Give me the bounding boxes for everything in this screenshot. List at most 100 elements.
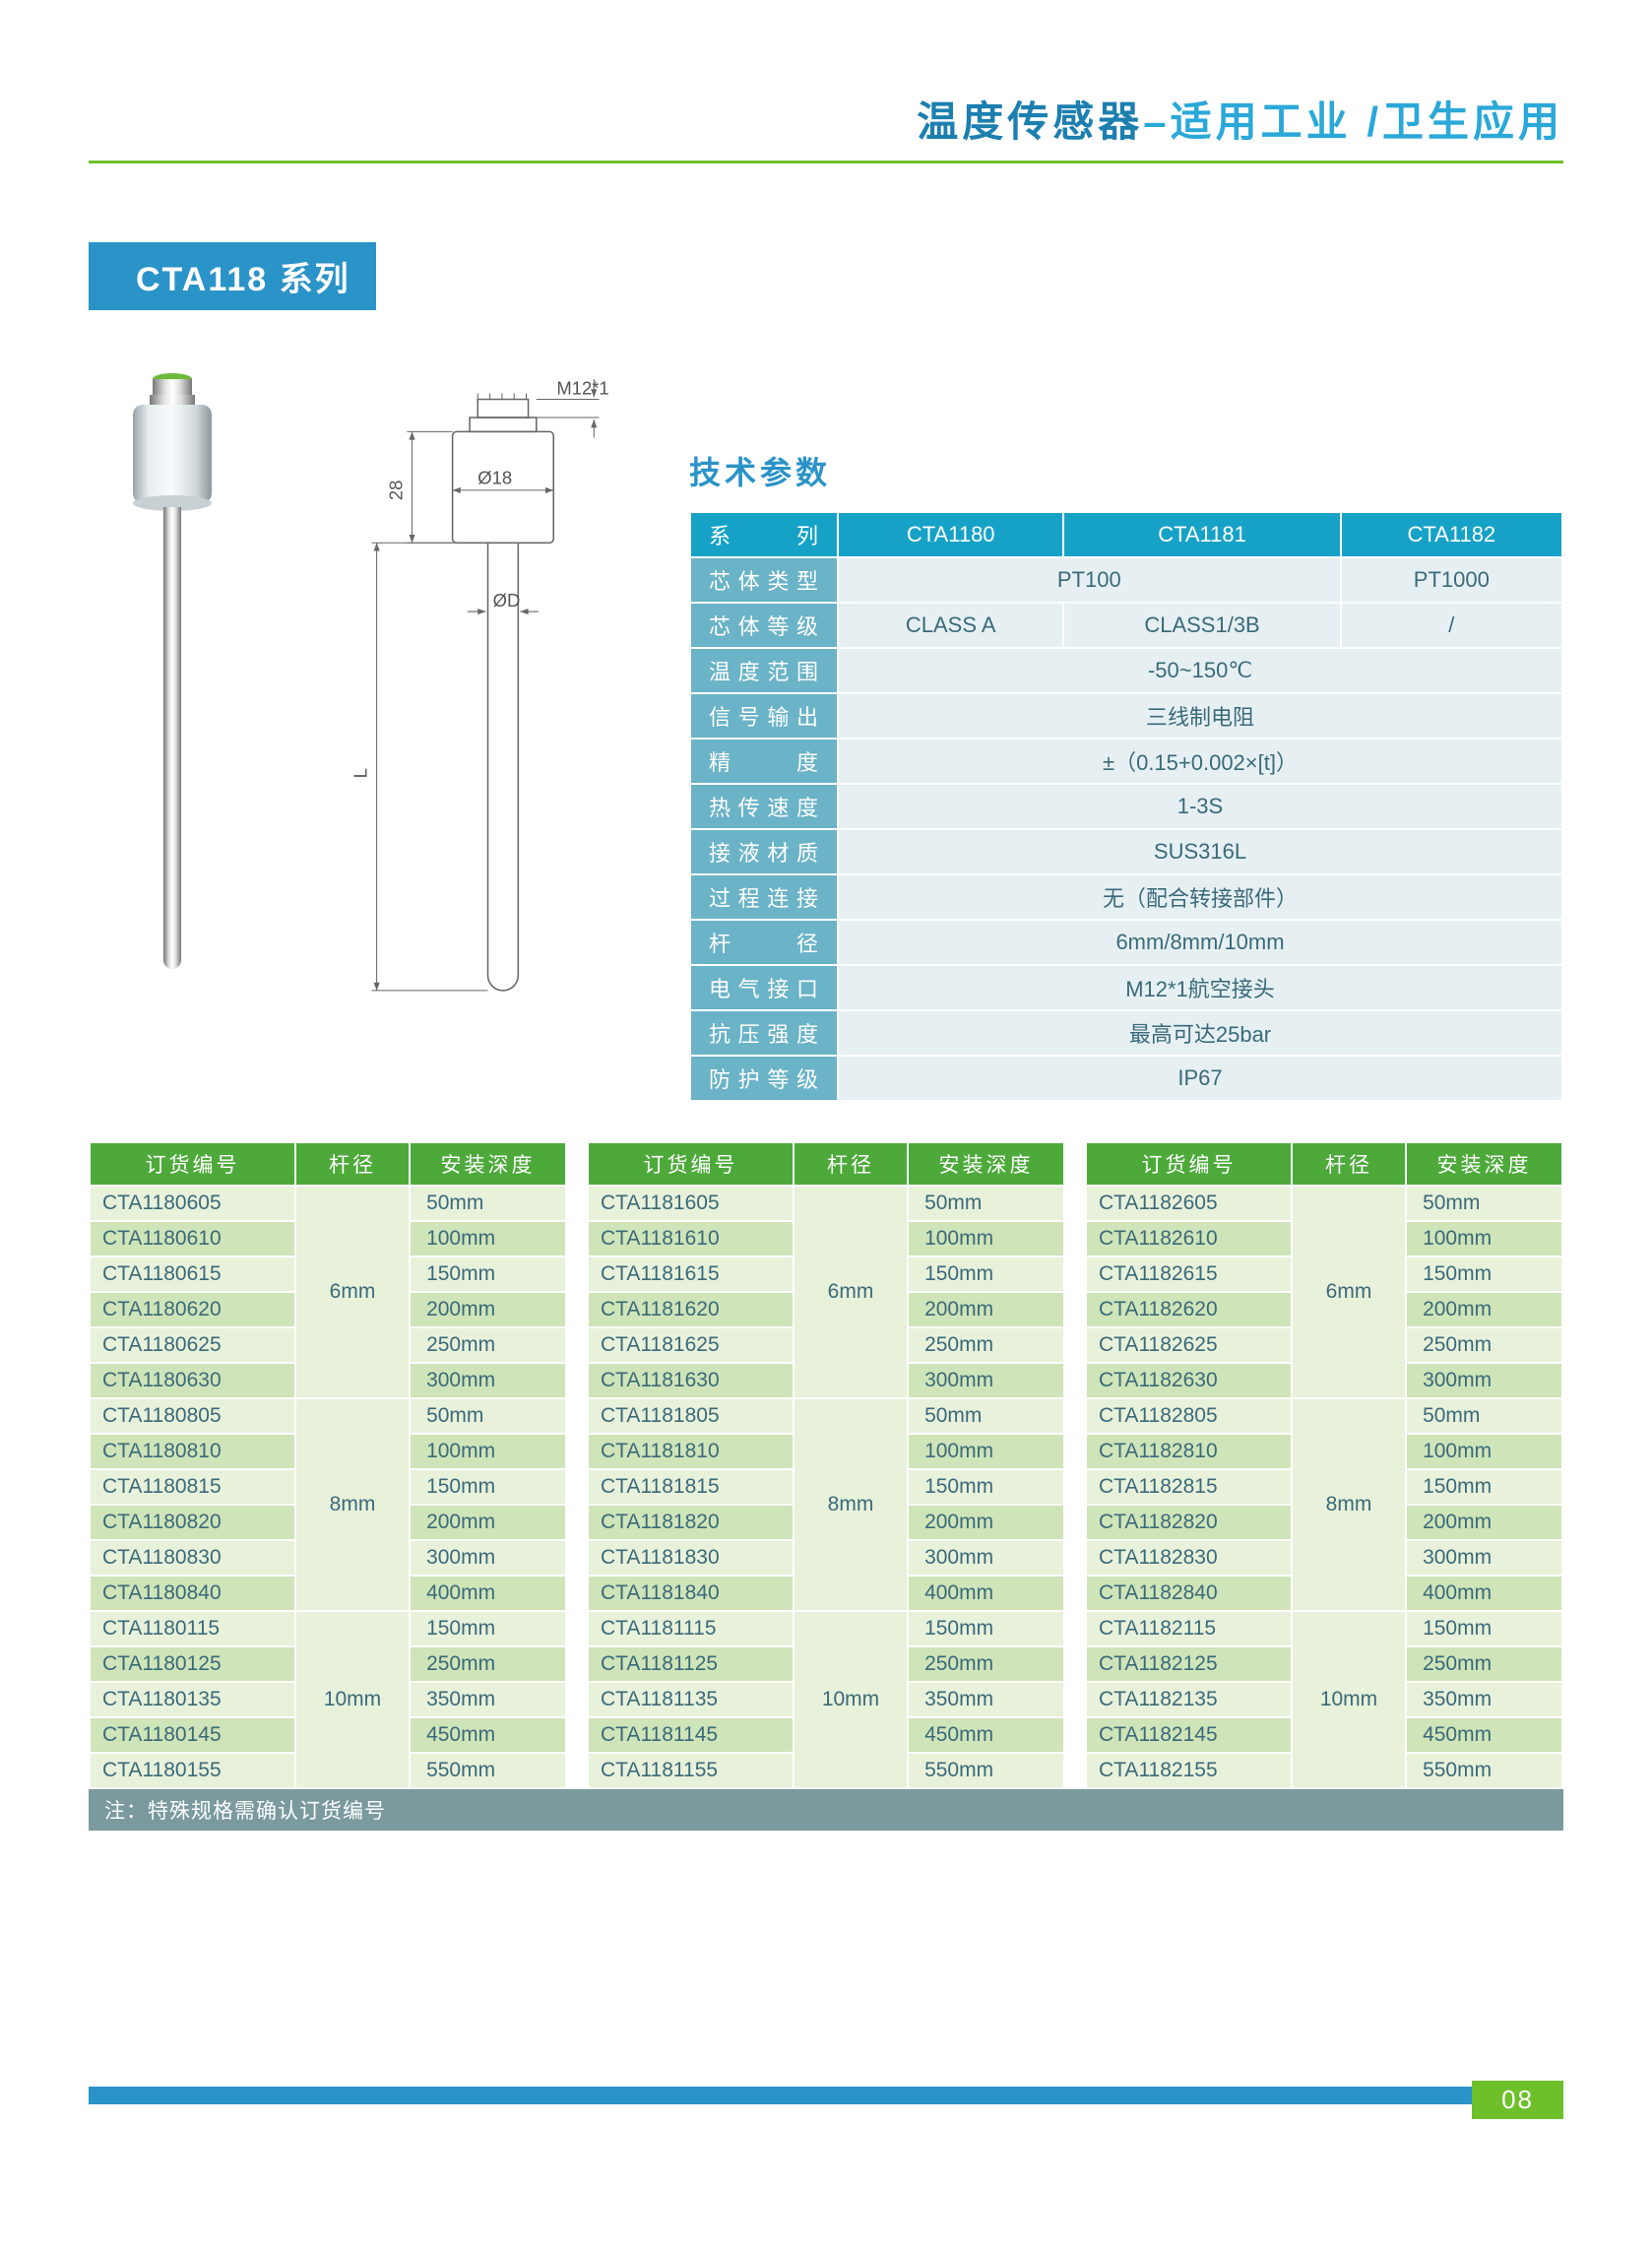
order-depth: 50mm — [908, 1398, 1064, 1434]
order-depth: 400mm — [410, 1576, 566, 1611]
spec-value: 1-3S — [838, 784, 1562, 829]
spec-value: / — [1341, 603, 1562, 648]
order-diameter: 8mm — [295, 1398, 410, 1611]
order-depth: 50mm — [410, 1186, 566, 1221]
spec-row-label: 接液材质 — [690, 829, 838, 874]
order-col-header: 订货编号 — [1086, 1142, 1292, 1186]
order-depth: 300mm — [410, 1363, 566, 1398]
dim-28: 28 — [385, 481, 406, 501]
order-depth: 50mm — [1406, 1186, 1562, 1221]
order-code: CTA1182605 — [1086, 1186, 1292, 1221]
spec-row-label: 杆 径 — [690, 920, 838, 965]
footer-bar — [89, 2087, 1563, 2104]
order-depth: 150mm — [410, 1469, 566, 1505]
order-col-header: 杆径 — [794, 1142, 908, 1186]
mid-section: M12*1 28 Ø18 — [89, 340, 1563, 1102]
order-code: CTA1180810 — [90, 1434, 295, 1469]
order-depth: 300mm — [1406, 1540, 1562, 1576]
spec-head-label: 系 列 — [690, 512, 838, 557]
spec-value: 三线制电阻 — [838, 693, 1562, 739]
header-strong: 温度传感器 — [917, 98, 1143, 145]
order-depth: 100mm — [1406, 1221, 1562, 1256]
order-code: CTA1182620 — [1086, 1292, 1292, 1327]
order-code: CTA1181610 — [588, 1221, 794, 1256]
order-depth: 150mm — [410, 1611, 566, 1646]
spec-row-label: 精 度 — [690, 739, 838, 784]
spec-value: IP67 — [838, 1056, 1562, 1101]
order-code: CTA1181805 — [588, 1398, 794, 1434]
order-depth: 400mm — [1406, 1576, 1562, 1611]
dim-m12: M12*1 — [556, 379, 608, 398]
order-code: CTA1182630 — [1086, 1363, 1292, 1398]
order-code: CTA1180145 — [90, 1717, 295, 1753]
order-diameter: 10mm — [794, 1611, 908, 1788]
order-code: CTA1180605 — [90, 1186, 295, 1221]
order-code: CTA1182810 — [1086, 1434, 1292, 1469]
order-depth: 250mm — [908, 1327, 1064, 1363]
order-depth: 150mm — [1406, 1611, 1562, 1646]
spec-value: CLASS A — [838, 603, 1063, 648]
order-depth: 350mm — [908, 1682, 1064, 1717]
order-depth: 200mm — [1406, 1292, 1562, 1327]
order-depth: 550mm — [1406, 1753, 1562, 1788]
spec-row-label: 信号输出 — [690, 693, 838, 739]
order-diameter: 8mm — [794, 1398, 908, 1611]
order-code: CTA1182615 — [1086, 1256, 1292, 1292]
order-depth: 50mm — [410, 1398, 566, 1434]
order-code: CTA1180135 — [90, 1682, 295, 1717]
order-code: CTA1182625 — [1086, 1327, 1292, 1363]
order-code: CTA1180155 — [90, 1753, 295, 1788]
order-code: CTA1181115 — [588, 1611, 794, 1646]
order-code: CTA1180630 — [90, 1363, 295, 1398]
spec-head-col: CTA1182 — [1341, 512, 1562, 557]
order-code: CTA1182115 — [1086, 1611, 1292, 1646]
spec-value: -50~150℃ — [838, 648, 1562, 693]
order-code: CTA1180840 — [90, 1576, 295, 1611]
order-depth: 150mm — [908, 1256, 1064, 1292]
spec-row-label: 电气接口 — [690, 965, 838, 1010]
order-diameter: 6mm — [1292, 1186, 1406, 1398]
order-code: CTA1181605 — [588, 1186, 794, 1221]
order-diameter: 6mm — [794, 1186, 908, 1398]
dim-d18: Ø18 — [477, 468, 512, 488]
order-depth: 200mm — [908, 1292, 1064, 1327]
order-depth: 100mm — [410, 1221, 566, 1256]
dimension-diagram: M12*1 28 Ø18 — [276, 350, 660, 1010]
order-code: CTA1181620 — [588, 1292, 794, 1327]
order-depth: 150mm — [908, 1469, 1064, 1505]
order-depth: 250mm — [410, 1646, 566, 1682]
header-light: –适用工业 /卫生应用 — [1143, 98, 1563, 145]
spec-value: PT1000 — [1341, 557, 1562, 603]
order-col-header: 安装深度 — [410, 1142, 566, 1186]
order-code: CTA1181625 — [588, 1327, 794, 1363]
order-depth: 350mm — [410, 1682, 566, 1717]
footer: 08 — [89, 2087, 1563, 2126]
order-depth: 250mm — [908, 1646, 1064, 1682]
spec-row-label: 防护等级 — [690, 1056, 838, 1101]
order-depth: 50mm — [1406, 1398, 1562, 1434]
order-depth: 200mm — [908, 1505, 1064, 1540]
spec-value: PT100 — [838, 557, 1341, 603]
order-code: CTA1182155 — [1086, 1753, 1292, 1788]
order-col-header: 订货编号 — [90, 1142, 295, 1186]
order-depth: 450mm — [908, 1717, 1064, 1753]
order-depth: 450mm — [410, 1717, 566, 1753]
order-code: CTA1182820 — [1086, 1505, 1292, 1540]
order-depth: 200mm — [410, 1292, 566, 1327]
order-code: CTA1181125 — [588, 1646, 794, 1682]
order-depth: 250mm — [410, 1327, 566, 1363]
order-diameter: 6mm — [295, 1186, 410, 1398]
order-code: CTA1181810 — [588, 1434, 794, 1469]
spec-value: ±（0.15+0.002×[t]） — [838, 739, 1562, 784]
order-depth: 550mm — [410, 1753, 566, 1788]
order-diameter: 10mm — [295, 1611, 410, 1788]
order-code: CTA1180615 — [90, 1256, 295, 1292]
order-code: CTA1180115 — [90, 1611, 295, 1646]
order-code: CTA1182840 — [1086, 1576, 1292, 1611]
left-col: M12*1 28 Ø18 — [89, 340, 660, 1010]
order-depth: 300mm — [908, 1363, 1064, 1398]
order-code: CTA1182610 — [1086, 1221, 1292, 1256]
order-depth: 150mm — [1406, 1256, 1562, 1292]
order-code: CTA1181155 — [588, 1753, 794, 1788]
page-number: 08 — [1472, 2081, 1563, 2119]
